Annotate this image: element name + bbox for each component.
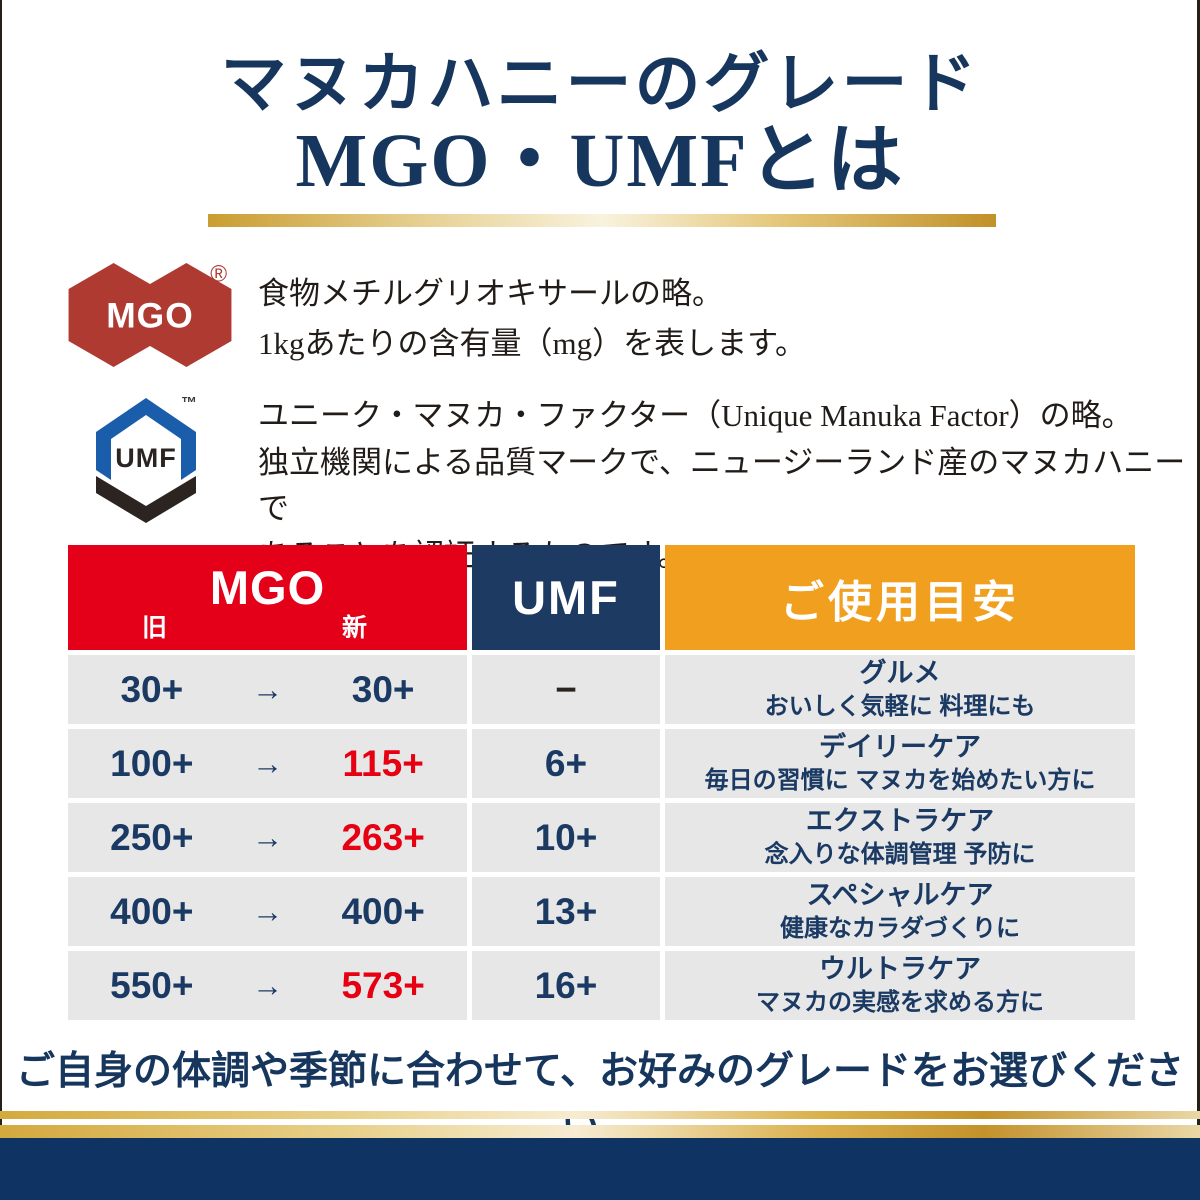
table-row-5-umf-cell: 16+	[472, 951, 660, 1020]
gold-stripe-thick	[0, 1125, 1200, 1138]
header-mgo-old-label: 旧	[142, 614, 168, 642]
table-header-usage: ご使用目安	[665, 545, 1135, 650]
gold-divider	[208, 214, 996, 227]
grade-table: MGO 旧 新 UMF ご使用目安 30+ → 30+ − グルメ おいしく気軽…	[68, 545, 1135, 1020]
mgo-new-value: 30+	[351, 668, 415, 710]
header-mgo-new-label: 新	[342, 614, 368, 642]
usage-desc: 念入りな体調管理 予防に	[764, 841, 1036, 869]
header-umf-label: UMF	[512, 571, 620, 624]
usage-desc: おいしく気軽に 料理にも	[764, 693, 1036, 721]
usage-title: デイリーケア	[819, 732, 981, 763]
table-row-2-mgo-cell: 100+ → 115+	[68, 729, 467, 798]
mgo-old-value: 30+	[120, 668, 184, 710]
header-usage-label: ご使用目安	[780, 577, 1020, 627]
arrow-right-icon: →	[251, 671, 283, 707]
table-row-2-usage-cell: デイリーケア 毎日の習慣に マヌカを始めたい方に	[665, 729, 1135, 798]
mgo-old-value: 250+	[110, 816, 194, 858]
mgo-definition-line-1: 食物メチルグリオキサールの略。	[258, 276, 723, 311]
page-title-line-2: MGO・UMFとは	[295, 118, 905, 203]
usage-title: グルメ	[859, 658, 941, 689]
umf-value: 10+	[534, 816, 598, 858]
page-title-line-1: マヌカハニーのグレード	[220, 48, 980, 121]
page-edge-left	[0, 0, 2, 1200]
mgo-old-value: 400+	[110, 890, 194, 932]
table-row-5-usage-cell: ウルトラケア マヌカの実感を求める方に	[665, 951, 1135, 1020]
mgo-definition-text: 食物メチルグリオキサールの略。 1kgあたりの含有量（mg）を表します。	[258, 269, 806, 369]
usage-title: ウルトラケア	[819, 954, 981, 985]
trademark-icon: ™	[181, 395, 197, 412]
table-row-4-umf-cell: 13+	[472, 877, 660, 946]
table-row-1-mgo-cell: 30+ → 30+	[68, 655, 467, 724]
mgo-new-value: 400+	[341, 890, 425, 932]
table-row-1-usage-cell: グルメ おいしく気軽に 料理にも	[665, 655, 1135, 724]
mgo-old-value: 100+	[110, 742, 194, 784]
umf-definition-line-2: 独立機関による品質マークで、ニュージーランド産のマヌカハニーで	[258, 444, 1186, 527]
mgo-logo-label: MGO	[106, 296, 194, 335]
page-title: マヌカハニーのグレード MGO・UMFとは	[0, 48, 1200, 202]
arrow-right-icon: →	[251, 745, 283, 781]
umf-value: 6+	[544, 742, 588, 784]
table-row-2-umf-cell: 6+	[472, 729, 660, 798]
gold-stripe-thin	[0, 1111, 1200, 1119]
table-row-3-mgo-cell: 250+ → 263+	[68, 803, 467, 872]
header-mgo-label: MGO	[209, 561, 326, 614]
mgo-new-value-highlighted: 263+	[341, 816, 425, 858]
arrow-right-icon: →	[251, 967, 283, 1003]
page-edge-right	[1197, 0, 1200, 1200]
mgo-logo-icon: MGO ®	[68, 263, 232, 367]
umf-logo-label: UMF	[115, 443, 176, 473]
bottom-navy-band	[0, 1138, 1200, 1200]
arrow-right-icon: →	[251, 893, 283, 929]
table-row-4-mgo-cell: 400+ → 400+	[68, 877, 467, 946]
table-row-4-usage-cell: スペシャルケア 健康なカラダづくりに	[665, 877, 1135, 946]
table-row-5-mgo-cell: 550+ → 573+	[68, 951, 467, 1020]
usage-title: スペシャルケア	[806, 880, 994, 911]
mgo-new-value-highlighted: 573+	[341, 964, 425, 1006]
usage-desc: 健康なカラダづくりに	[780, 915, 1020, 943]
umf-definition-line-1: ユニーク・マヌカ・ファクター（Unique Manuka Factor）の略。	[258, 398, 1133, 433]
usage-title: エクストラケア	[805, 806, 995, 837]
table-row-1-umf-cell: −	[472, 655, 660, 724]
mgo-definition-line-2: 1kgあたりの含有量（mg）を表します。	[258, 326, 807, 362]
umf-logo-icon: UMF ™	[96, 395, 197, 523]
umf-value: 13+	[534, 890, 598, 932]
umf-value: −	[555, 668, 577, 710]
table-header-umf: UMF	[472, 545, 660, 650]
registered-trademark-icon: ®	[210, 263, 227, 287]
arrow-right-icon: →	[251, 819, 283, 855]
table-header-mgo: MGO 旧 新	[68, 545, 467, 650]
mgo-new-value-highlighted: 115+	[342, 742, 424, 784]
usage-desc: 毎日の習慣に マヌカを始めたい方に	[704, 767, 1096, 795]
usage-desc: マヌカの実感を求める方に	[756, 989, 1044, 1017]
umf-value: 16+	[534, 964, 598, 1006]
table-row-3-umf-cell: 10+	[472, 803, 660, 872]
mgo-old-value: 550+	[110, 964, 194, 1006]
table-row-3-usage-cell: エクストラケア 念入りな体調管理 予防に	[665, 803, 1135, 872]
